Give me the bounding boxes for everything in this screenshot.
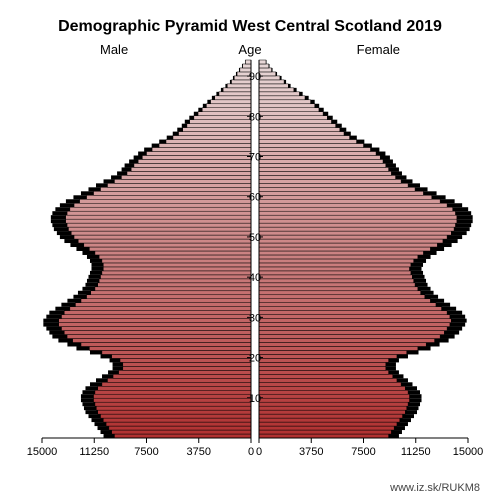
pyramid-chart: Demographic Pyramid West Central Scotlan… [0, 0, 500, 500]
svg-text:3750: 3750 [187, 446, 211, 458]
svg-text:7500: 7500 [134, 446, 158, 458]
svg-text:11250: 11250 [401, 446, 431, 458]
svg-text:40: 40 [249, 272, 261, 284]
svg-text:60: 60 [249, 192, 261, 204]
svg-text:50: 50 [249, 232, 261, 244]
svg-text:90: 90 [249, 71, 261, 83]
pyramid-svg: 15000 11250 7500 3750 00 3750 7500 11250 15000 10… [0, 0, 500, 500]
svg-text:0: 0 [256, 446, 262, 458]
svg-text:3750: 3750 [299, 446, 323, 458]
svg-text:70: 70 [249, 152, 261, 164]
svg-text:15000: 15000 [453, 446, 484, 458]
svg-text:20: 20 [249, 353, 261, 365]
svg-text:10: 10 [249, 393, 261, 405]
svg-text:7500: 7500 [351, 446, 375, 458]
svg-text:15000: 15000 [27, 446, 58, 458]
svg-text:80: 80 [249, 111, 261, 123]
svg-text:11250: 11250 [79, 446, 109, 458]
svg-text:0: 0 [248, 446, 254, 458]
svg-text:30: 30 [249, 312, 261, 324]
footer-text: www.iz.sk/RUKM8 [390, 482, 480, 494]
